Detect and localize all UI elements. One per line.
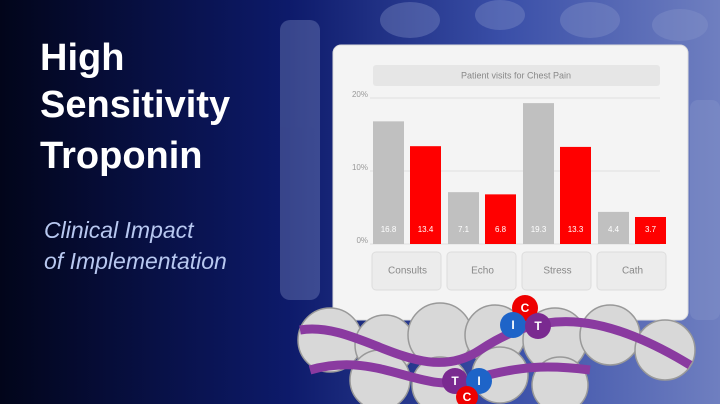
bar bbox=[373, 121, 404, 244]
molecule-label: T bbox=[451, 374, 459, 388]
subtitle-line: Clinical Impact bbox=[44, 217, 195, 243]
chart-title-box bbox=[373, 65, 660, 86]
bar bbox=[448, 192, 479, 244]
category-box bbox=[371, 251, 442, 291]
value-label: 16.8 bbox=[381, 225, 397, 234]
title-line: High bbox=[40, 37, 124, 79]
bar bbox=[560, 146, 591, 244]
lab-image bbox=[280, 0, 720, 320]
y-tick-label: 10% bbox=[352, 163, 368, 172]
subtitle-line: of Implementation bbox=[44, 248, 227, 274]
y-tick-label: 0% bbox=[356, 236, 368, 245]
bar bbox=[410, 146, 441, 244]
value-label: 13.3 bbox=[568, 225, 584, 234]
molecule-label: C bbox=[521, 301, 530, 315]
molecule-label: I bbox=[477, 374, 480, 388]
x-tick-label: Cath bbox=[622, 266, 643, 277]
molecule: C I T T I C bbox=[297, 295, 696, 409]
category-box bbox=[596, 251, 667, 291]
chart: 0% 10% 20% Consults 16.8 13.4 Echo 7.1 6.8 Stress… bbox=[352, 90, 667, 291]
bar bbox=[598, 211, 629, 244]
title: High Sensitivity Troponin bbox=[40, 37, 230, 177]
x-tick-label: Consults bbox=[388, 266, 427, 277]
title-line: Sensitivity bbox=[40, 84, 230, 126]
value-label: 6.8 bbox=[495, 225, 507, 234]
molecule-label: C bbox=[463, 390, 472, 404]
value-label: 4.4 bbox=[608, 225, 620, 234]
subtitle: Clinical Impact of Implementation bbox=[44, 217, 227, 274]
molecule-label: T bbox=[534, 319, 542, 333]
value-label: 19.3 bbox=[531, 225, 547, 234]
value-label: 13.4 bbox=[418, 225, 434, 234]
bar bbox=[485, 194, 516, 244]
bar bbox=[523, 103, 554, 244]
value-label: 3.7 bbox=[645, 225, 657, 234]
x-tick-label: Stress bbox=[543, 266, 571, 277]
bar bbox=[635, 216, 666, 244]
x-tick-label: Echo bbox=[471, 266, 494, 277]
chart-title: Patient visits for Chest Pain bbox=[461, 70, 571, 80]
y-tick-label: 20% bbox=[352, 90, 368, 99]
category-box bbox=[521, 251, 592, 291]
value-label: 7.1 bbox=[458, 225, 470, 234]
title-line: Troponin bbox=[40, 135, 203, 177]
molecule-label: I bbox=[511, 318, 514, 332]
category-box bbox=[446, 251, 517, 291]
